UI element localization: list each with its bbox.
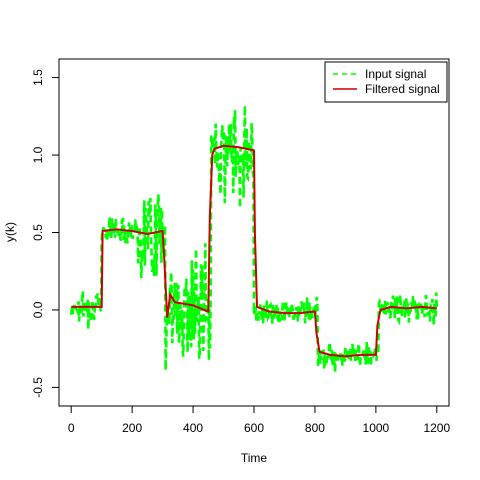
x-axis-label: Time bbox=[241, 451, 268, 465]
x-tick-label: 1000 bbox=[363, 421, 390, 435]
x-tick-label: 400 bbox=[183, 421, 203, 435]
x-tick-label: 600 bbox=[244, 421, 264, 435]
y-tick-label: 0.5 bbox=[31, 224, 45, 241]
x-tick-label: 200 bbox=[122, 421, 142, 435]
series-input-signal-line bbox=[69, 105, 439, 373]
legend-label-input: Input signal bbox=[365, 67, 426, 81]
legend-box bbox=[324, 61, 448, 103]
plot-area bbox=[69, 105, 439, 373]
y-tick-label: 0.0 bbox=[31, 301, 45, 318]
y-tick-label: -0.5 bbox=[31, 377, 45, 398]
x-tick-label: 0 bbox=[68, 421, 75, 435]
x-tick-label: 800 bbox=[305, 421, 325, 435]
y-tick-label: 1.5 bbox=[31, 69, 45, 86]
legend-label-filtered: Filtered signal bbox=[365, 82, 440, 96]
y-axis-label: y(k) bbox=[3, 222, 17, 242]
legend: Input signal Filtered signal bbox=[324, 61, 448, 103]
y-tick-label: 1.0 bbox=[31, 146, 45, 163]
x-axis: 0 200 400 600 800 1000 1200 bbox=[68, 405, 450, 435]
x-tick-label: 1200 bbox=[423, 421, 450, 435]
y-axis: -0.5 0.0 0.5 1.0 1.5 bbox=[31, 69, 60, 398]
series-filtered-signal-line bbox=[71, 144, 437, 358]
